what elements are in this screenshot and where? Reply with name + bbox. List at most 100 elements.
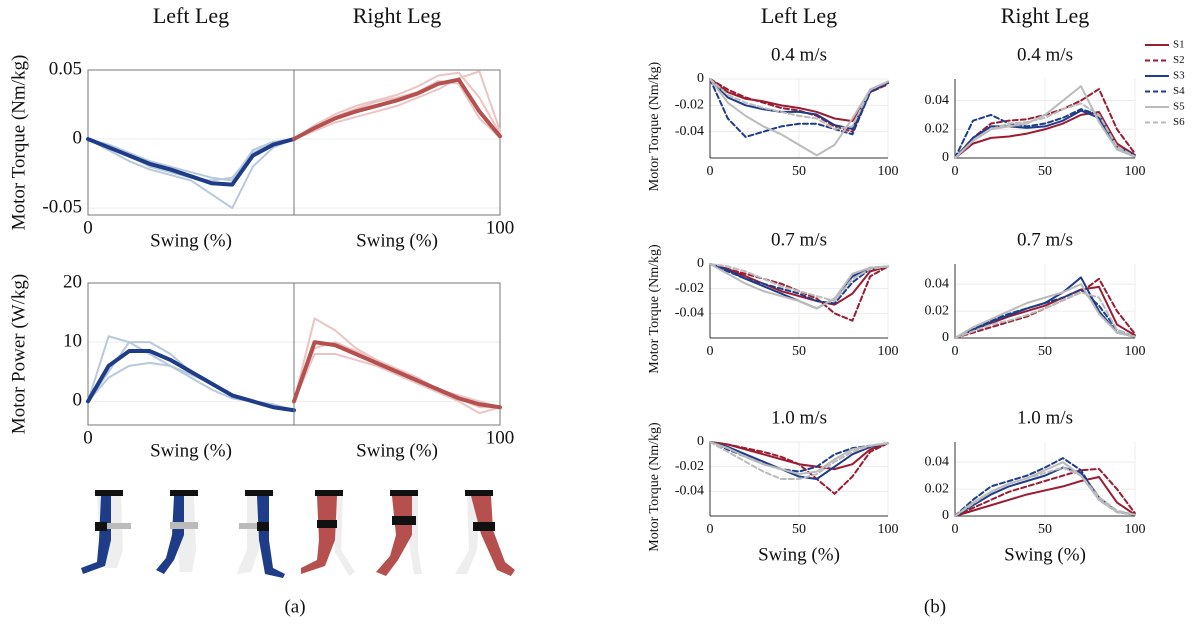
y-axis-label: Motor Power (W/kg) <box>8 274 29 434</box>
x-tick-label: 50 <box>1038 522 1052 537</box>
series-line <box>709 441 889 480</box>
chart-title: Left Leg <box>153 3 229 28</box>
legend-label: S4 <box>1173 85 1185 97</box>
chart-subtitle: 1.0 m/s <box>1017 407 1073 428</box>
y-tick-label: 0.05 <box>49 58 82 79</box>
series-line <box>954 109 1136 159</box>
series-line <box>293 80 501 141</box>
series-line <box>86 349 296 413</box>
series-line <box>709 263 889 310</box>
x-tick-label: 0 <box>83 427 93 448</box>
x-tick-label: 100 <box>878 344 899 359</box>
series-line <box>709 78 889 131</box>
series-line <box>709 78 889 138</box>
series-line <box>954 467 1136 517</box>
leg-illustrations <box>81 490 515 578</box>
plot-frame <box>293 282 501 426</box>
y-tick-label: -0.02 <box>675 98 704 113</box>
x-tick-label: 100 <box>1125 344 1146 359</box>
series-line <box>87 138 295 210</box>
series-line <box>293 71 501 141</box>
legend-label: S5 <box>1173 101 1185 113</box>
series-line <box>954 475 1136 517</box>
series-line <box>954 288 1136 339</box>
y-tick-label: 0.04 <box>925 276 950 291</box>
leg-figure <box>81 490 131 574</box>
chart-subtitle: 0.7 m/s <box>1017 229 1073 250</box>
legend-label: S1 <box>1173 39 1185 51</box>
chart: 0 0.02 0.04 0 50 100 Right Leg 0.4 m/s S1 S2 S3 S4 S… <box>925 3 1186 179</box>
chart-subtitle: 1.0 m/s <box>771 407 827 428</box>
x-axis-label: Swing (%) <box>758 544 840 565</box>
x-tick-label: 50 <box>792 344 806 359</box>
legend-label: S3 <box>1173 70 1185 82</box>
legend-label: S2 <box>1173 54 1185 66</box>
y-tick-label: 0 <box>73 127 83 148</box>
chart: 100 Swing (%) <box>292 282 515 461</box>
series-line <box>954 466 1136 517</box>
x-tick-label: 0 <box>707 164 714 179</box>
x-tick-label: 0 <box>952 522 959 537</box>
x-tick-label: 50 <box>792 522 806 537</box>
series-line <box>954 102 1136 159</box>
x-axis-label: Swing (%) <box>356 440 438 461</box>
y-tick-label: -0.04 <box>675 306 704 321</box>
x-tick-label: 100 <box>878 522 899 537</box>
y-tick-label: 0.02 <box>925 121 950 136</box>
x-axis-label: Swing (%) <box>356 230 438 251</box>
y-tick-label: -0.05 <box>42 196 82 217</box>
chart: 0 -0.02 -0.04 0 50 100 0.7 m/s Motor Torque (Nm… <box>647 229 898 373</box>
series-line <box>292 77 502 142</box>
series-line <box>87 138 295 182</box>
x-axis-label: Swing (%) <box>1004 544 1086 565</box>
x-tick-label: 100 <box>486 427 515 448</box>
y-tick-label: 0 <box>942 508 949 523</box>
chart-subtitle: 0.4 m/s <box>771 44 827 65</box>
chart-subtitle: 0.7 m/s <box>771 229 827 250</box>
chart: 0 0.02 0.04 0 50 100 0.7 m/s <box>925 229 1146 359</box>
y-axis-label: Motor Torque (Nm/kg) <box>647 422 662 552</box>
leg-figure <box>301 490 355 576</box>
y-tick-label: -0.02 <box>675 459 704 474</box>
series-line <box>954 291 1136 339</box>
series-line <box>87 341 295 412</box>
series-line <box>709 441 889 476</box>
x-tick-label: 100 <box>1125 522 1146 537</box>
y-tick-label: 0 <box>942 150 949 165</box>
chart: 0 -0.02 -0.04 0 50 100 Left Leg 0.4 m/s Motor To… <box>647 3 898 191</box>
chart-title: Left Leg <box>761 3 837 28</box>
y-tick-label: 0 <box>73 390 83 411</box>
x-tick-label: 0 <box>952 344 959 359</box>
y-tick-label: 0.02 <box>925 481 950 496</box>
legend-label: S6 <box>1173 116 1185 128</box>
y-tick-label: 0.02 <box>925 303 950 318</box>
y-axis-label: Motor Torque (Nm/kg) <box>647 61 662 191</box>
x-tick-label: 0 <box>707 522 714 537</box>
leg-figure <box>237 490 285 578</box>
chart-title: Right Leg <box>353 3 442 28</box>
y-tick-label: -0.02 <box>675 281 704 296</box>
y-tick-label: -0.04 <box>675 124 704 139</box>
y-tick-label: 0 <box>697 256 704 271</box>
chart-subtitle: 0.4 m/s <box>1017 44 1073 65</box>
series-line <box>292 340 502 410</box>
x-axis-label: Swing (%) <box>150 440 232 461</box>
series-line <box>709 441 889 495</box>
y-tick-label: 20 <box>63 271 82 292</box>
series-line <box>709 263 889 302</box>
series-line <box>954 283 1136 339</box>
y-tick-label: 0 <box>697 434 704 449</box>
series-line <box>954 108 1136 159</box>
chart: 0 0.02 0.04 0 50 100 1.0 m/s Swing (%) <box>925 407 1146 565</box>
chart-title: Right Leg <box>1001 3 1090 28</box>
y-axis-label: Motor Torque (Nm/kg) <box>647 244 662 374</box>
series-line <box>709 78 889 157</box>
series-line <box>954 111 1136 159</box>
x-tick-label: 50 <box>1038 164 1052 179</box>
y-tick-label: 0.04 <box>925 454 950 469</box>
y-tick-label: 0.04 <box>925 93 950 108</box>
caption: (b) <box>924 596 946 617</box>
leg-figure <box>455 490 515 576</box>
